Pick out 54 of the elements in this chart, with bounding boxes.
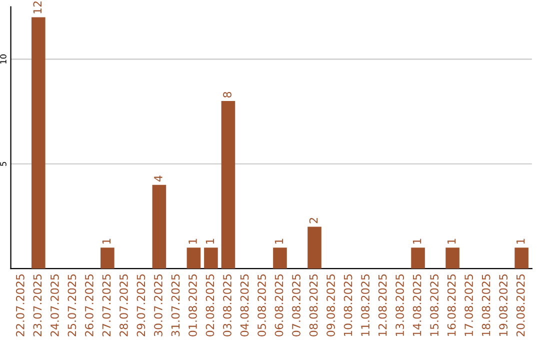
data-label: 1: [206, 238, 214, 244]
bar: [514, 248, 528, 269]
x-tick-label: 15.08.2025: [430, 274, 438, 336]
bar: [308, 226, 322, 269]
data-label: 1: [412, 238, 422, 244]
x-tick-label: 08.08.2025: [309, 274, 318, 336]
bar: [221, 101, 236, 269]
x-tick-label: 30.07.2025: [154, 274, 162, 336]
x-tick-label: 14.08.2025: [412, 274, 422, 336]
x-tick-label: 31.07.2025: [171, 274, 180, 336]
y-tick-label: 5: [0, 162, 6, 166]
x-tick-label: 18.08.2025: [482, 274, 490, 336]
x-tick-label: 24.07.2025: [50, 274, 59, 336]
data-label: 1: [447, 238, 456, 244]
data-label: 1: [188, 238, 197, 244]
x-tick-label: 07.08.2025: [292, 274, 300, 336]
bar: [411, 248, 425, 269]
x-tick-label: 25.07.2025: [68, 274, 76, 336]
data-label: 1: [516, 238, 525, 244]
bar: [32, 17, 46, 269]
x-tick-label: 29.07.2025: [136, 274, 146, 336]
bar: [152, 184, 166, 269]
x-tick-label: 03.08.2025: [223, 274, 232, 336]
data-label: 4: [154, 176, 162, 182]
data-label: 2: [309, 218, 318, 224]
x-tick-label: 01.08.2025: [188, 274, 197, 336]
data-label: 1: [102, 238, 110, 244]
bar: [100, 248, 114, 269]
x-tick-label: 28.07.2025: [120, 274, 128, 336]
x-tick-label: 05.08.2025: [258, 274, 266, 336]
bar: [273, 248, 287, 269]
x-tick-label: 26.07.2025: [84, 274, 94, 336]
x-tick-label: 20.08.2025: [516, 274, 525, 336]
x-tick-label: 11.08.2025: [361, 274, 370, 336]
x-tick-label: 27.07.2025: [102, 274, 111, 336]
data-label: 1: [274, 238, 284, 244]
x-tick-label: 09.08.2025: [326, 274, 335, 336]
x-tick-label: 06.08.2025: [274, 274, 284, 336]
x-tick-label: 22.07.2025: [16, 274, 24, 336]
x-tick-label: 12.08.2025: [378, 274, 387, 336]
x-tick-label: 16.08.2025: [447, 274, 456, 336]
x-tick-label: 19.08.2025: [499, 274, 508, 336]
data-label: 8: [223, 92, 232, 98]
x-tick-label: 02.08.2025: [206, 274, 214, 336]
x-tick-label: 23.07.2025: [33, 274, 42, 336]
data-label: 12: [33, 1, 42, 14]
bar: [186, 248, 201, 269]
x-tick-label: 17.08.2025: [464, 274, 474, 336]
x-tick-label: 10.08.2025: [344, 274, 352, 336]
bar: [204, 248, 218, 269]
y-tick-label: 10: [0, 54, 6, 64]
x-tick-label: 04.08.2025: [240, 274, 249, 336]
x-tick-label: 13.08.2025: [396, 274, 404, 336]
bar: [446, 248, 460, 269]
